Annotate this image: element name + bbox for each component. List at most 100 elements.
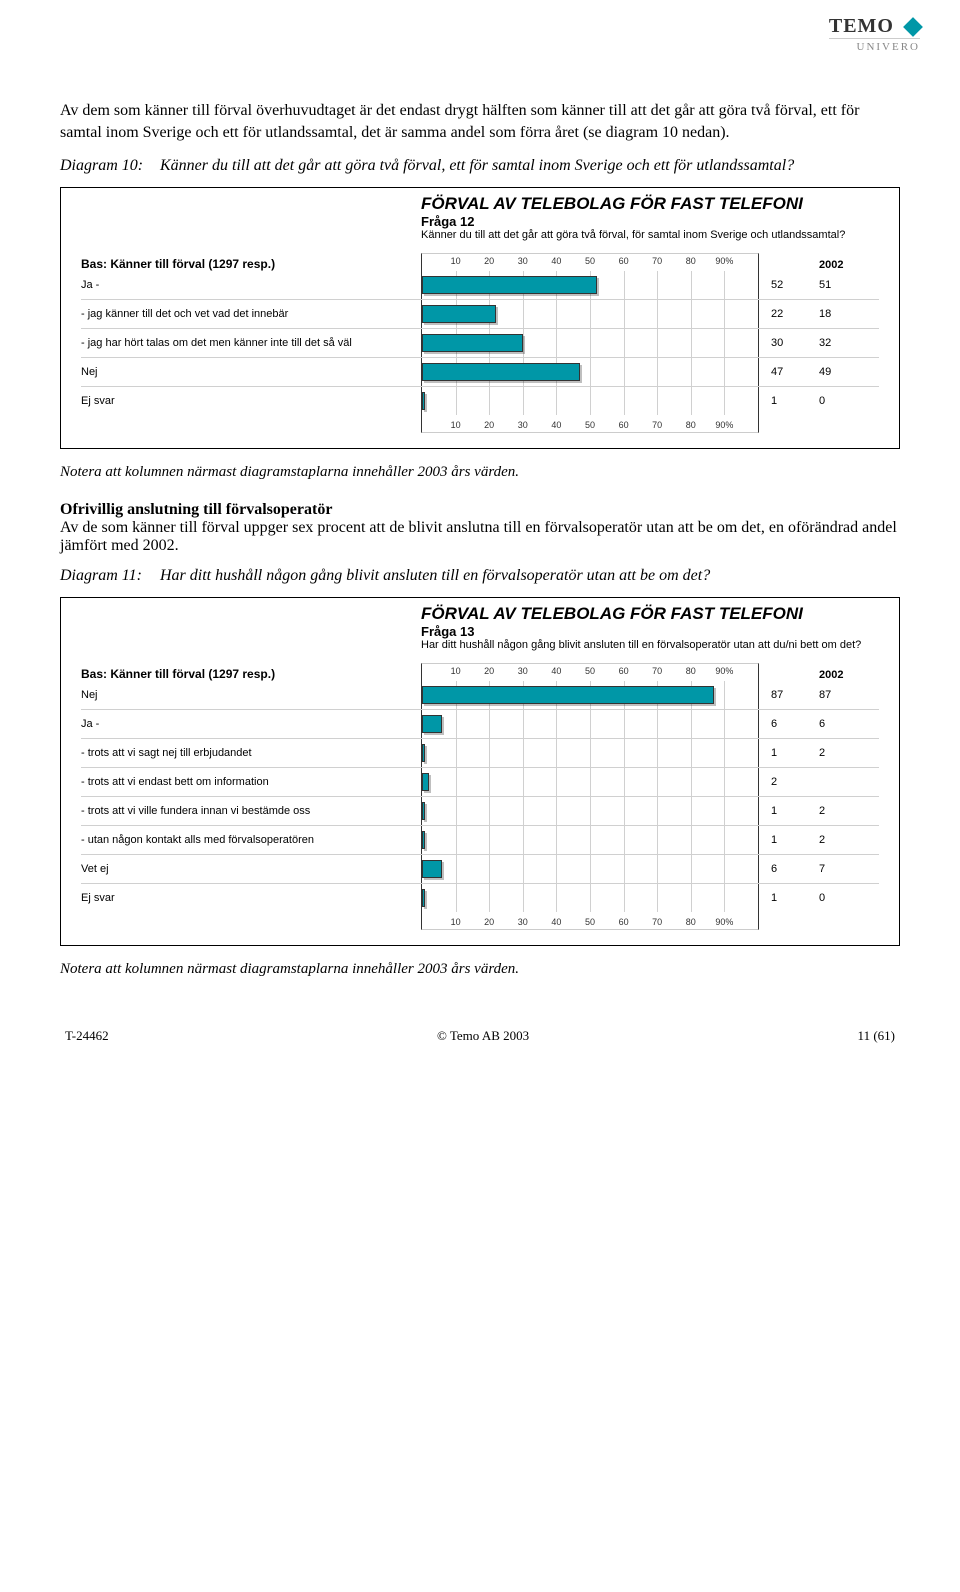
gridline [523,387,524,415]
value-2002: 51 [819,279,879,291]
bar-area [421,884,759,912]
value-2002: 2 [819,747,879,759]
tick-label: 10 [451,917,461,927]
row-label: - utan någon kontakt alls med förvalsope… [81,826,421,854]
bar [422,276,597,294]
gridline [657,739,658,767]
bar [422,744,425,762]
gridline [523,797,524,825]
gridline [590,884,591,912]
gridline [724,768,725,796]
chart-11-base: Bas: Känner till förval (1297 resp.) [81,667,421,681]
bar [422,363,580,381]
gridline [691,739,692,767]
value-2002: 87 [819,689,879,701]
tick-label: 40 [551,666,561,676]
bar-area [421,739,759,767]
value-2003: 87 [759,689,819,701]
chart-11-year: 2002 [819,669,879,681]
row-label: Nej [81,358,421,386]
gridline [724,271,725,299]
gridline [489,884,490,912]
row-label: Nej [81,681,421,709]
value-columns: 66 [759,710,879,738]
tick-label: 20 [484,256,494,266]
gridline [691,387,692,415]
tick-label: 80 [686,666,696,676]
tick-label: 10 [451,256,461,266]
intro-paragraph: Av dem som känner till förval överhuvudt… [60,100,900,145]
chart-row: - utan någon kontakt alls med förvalsope… [81,826,879,855]
tick-label: 70 [652,666,662,676]
note-1: Notera att kolumnen närmast diagramstapl… [60,464,900,481]
bar-area [421,681,759,709]
tick-label: 40 [551,917,561,927]
gridline [590,329,591,357]
tick-label: 90% [715,666,733,676]
chart-11-axis-top: Bas: Känner till förval (1297 resp.) 102… [81,659,879,681]
chart-10-head: FÖRVAL AV TELEBOLAG FÖR FAST TELEFONI Fr… [61,188,899,245]
tick-label: 50 [585,666,595,676]
gridline [523,739,524,767]
tick-label: 90% [715,256,733,266]
gridline [624,768,625,796]
chart-11-ticks-bottom: 102030405060708090% [421,912,759,930]
chart-row: Nej 8787 [81,681,879,710]
gridline [590,855,591,883]
gridline [523,826,524,854]
chart-10-base: Bas: Känner till förval (1297 resp.) [81,257,421,271]
value-columns: 4749 [759,358,879,386]
value-2003: 1 [759,892,819,904]
bar-area [421,768,759,796]
chart-10-axis-top: Bas: Känner till förval (1297 resp.) 10 2… [81,249,879,271]
row-label: Vet ej [81,855,421,883]
row-label: - trots att vi sagt nej till erbjudandet [81,739,421,767]
gridline [489,710,490,738]
chart-10-year-header: 2002 [759,259,879,271]
gridline [489,855,490,883]
value-2002: 18 [819,308,879,320]
tick-label: 50 [585,917,595,927]
chart-row: Ej svar10 [81,387,879,415]
tick-label: 80 [686,420,696,430]
chart-11-rows: Nej8787Ja -66- trots att vi sagt nej til… [81,681,879,912]
tick-label: 90% [715,917,733,927]
gridline [624,300,625,328]
gridline [657,884,658,912]
gridline [691,768,692,796]
gridline [556,329,557,357]
logo-sub: UNIVERO [829,38,920,53]
gridline [523,710,524,738]
tick-label: 20 [484,420,494,430]
value-columns: 5251 [759,271,879,299]
gridline [456,826,457,854]
gridline [556,884,557,912]
chart-10-body: Bas: Känner till förval (1297 resp.) 10 2… [61,245,899,448]
gridline [489,826,490,854]
gridline [724,797,725,825]
bar-area [421,329,759,357]
diagram-10-text: Känner du till att det går att göra två … [160,157,900,175]
chart-row: Ej svar10 [81,884,879,912]
gridline [657,387,658,415]
gridline [590,768,591,796]
gridline [657,768,658,796]
chart-11-axis-bottom-row: 102030405060708090% [81,912,879,930]
value-2003: 6 [759,863,819,875]
gridline [691,300,692,328]
gridline [523,855,524,883]
gridline [724,300,725,328]
chart-11-year-header: 2002 [759,669,879,681]
bar [422,715,442,733]
bar [422,392,425,410]
value-columns: 2 [759,768,879,796]
bar [422,889,425,907]
bar [422,860,442,878]
page: TEMO UNIVERO Av dem som känner till förv… [0,0,960,1064]
bar [422,334,523,352]
gridline [456,768,457,796]
chart-10-year: 2002 [819,259,879,271]
logo: TEMO UNIVERO [829,15,920,53]
gridline [456,884,457,912]
footer-right: 11 (61) [858,1028,895,1044]
